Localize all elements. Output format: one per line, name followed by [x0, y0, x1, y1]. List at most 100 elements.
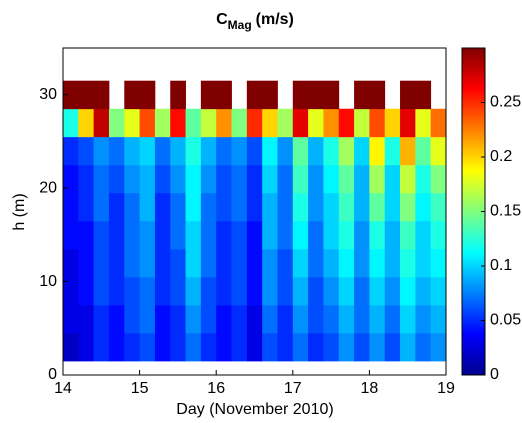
cell: [262, 192, 278, 222]
cell: [124, 164, 140, 194]
cell: [124, 108, 140, 138]
cell: [231, 192, 248, 222]
cell: [200, 80, 217, 110]
cell: [93, 220, 110, 250]
cell: [262, 276, 278, 306]
cell: [246, 80, 263, 110]
cell: [231, 276, 248, 306]
cell: [308, 304, 324, 334]
cell: [323, 164, 340, 194]
cell: [292, 276, 309, 306]
cell: [216, 192, 232, 222]
cell: [200, 192, 217, 222]
cell: [63, 80, 79, 110]
cell: [369, 80, 386, 110]
cell: [354, 136, 370, 166]
cell: [139, 80, 156, 110]
cell: [338, 108, 355, 138]
cell: [369, 304, 386, 334]
cell: [354, 80, 370, 110]
cell: [354, 304, 370, 334]
cell: [231, 248, 248, 278]
cell: [415, 332, 432, 362]
cell: [108, 248, 125, 278]
cell: [139, 332, 156, 362]
cell: [216, 332, 232, 362]
cell: [185, 220, 202, 250]
x-tick-label: 14: [54, 380, 72, 397]
cell: [384, 276, 401, 306]
cell: [308, 276, 324, 306]
cell: [231, 332, 248, 362]
cell: [369, 248, 386, 278]
cell: [78, 332, 95, 362]
cell: [154, 304, 171, 334]
cell: [63, 304, 79, 334]
cell: [216, 136, 232, 166]
cell: [415, 304, 432, 334]
cell: [277, 192, 294, 222]
cell: [415, 108, 432, 138]
cell: [308, 248, 324, 278]
cell: [292, 164, 309, 194]
plot-frame: [62, 47, 447, 376]
cell: [63, 164, 79, 194]
cell: [170, 332, 186, 362]
cell: [369, 276, 386, 306]
colorbar-tick-label: 0.2: [490, 148, 512, 165]
colorbar-tick-label: 0.05: [490, 312, 521, 329]
cell: [170, 304, 186, 334]
cell: [415, 276, 432, 306]
colorbar-tick-label: 0.25: [490, 94, 521, 111]
cell: [185, 136, 202, 166]
cell: [200, 164, 217, 194]
cell: [185, 304, 202, 334]
cell: [400, 80, 416, 110]
cell: [262, 164, 278, 194]
cell: [231, 304, 248, 334]
cell: [139, 304, 156, 334]
cell: [246, 108, 263, 138]
cell: [93, 192, 110, 222]
cell: [108, 108, 125, 138]
cell: [93, 248, 110, 278]
cell: [216, 248, 232, 278]
cell: [108, 332, 125, 362]
x-tick-label: 18: [361, 380, 379, 397]
cell: [430, 108, 447, 138]
cell: [139, 192, 156, 222]
cell: [231, 108, 248, 138]
cell: [308, 164, 324, 194]
cell: [338, 276, 355, 306]
cell: [308, 192, 324, 222]
cell: [63, 248, 79, 278]
cell: [369, 192, 386, 222]
y-tick-label: 20: [39, 179, 57, 196]
cell: [354, 192, 370, 222]
cell: [262, 108, 278, 138]
cell: [93, 332, 110, 362]
cell: [93, 108, 110, 138]
cell: [124, 80, 140, 110]
cell: [200, 276, 217, 306]
cell: [308, 80, 324, 110]
cell: [369, 136, 386, 166]
cell: [323, 192, 340, 222]
cell: [170, 136, 186, 166]
cell: [139, 108, 156, 138]
cell: [369, 332, 386, 362]
cell: [384, 192, 401, 222]
cell: [277, 164, 294, 194]
cell: [400, 276, 416, 306]
cell: [262, 136, 278, 166]
cell: [78, 164, 95, 194]
cell: [139, 136, 156, 166]
cell: [384, 108, 401, 138]
y-tick-label: 30: [39, 86, 57, 103]
cell: [139, 220, 156, 250]
cell: [139, 276, 156, 306]
cell: [338, 164, 355, 194]
colorbar-tick-label: 0.1: [490, 257, 512, 274]
cell: [216, 220, 232, 250]
cell: [384, 332, 401, 362]
